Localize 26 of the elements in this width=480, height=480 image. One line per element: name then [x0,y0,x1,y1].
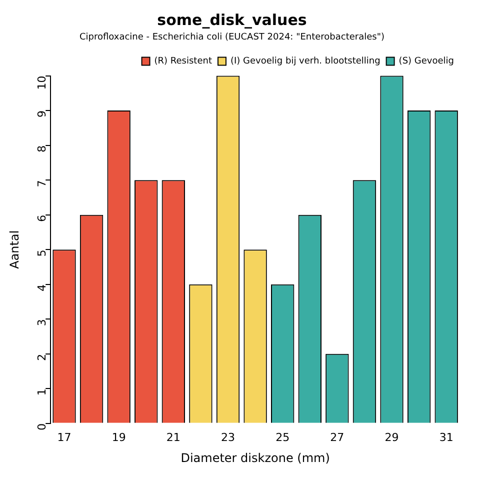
x-tick-label: 19 [112,430,126,444]
y-axis-title: Aantal [7,230,22,269]
y-tick-label: 7 [35,180,48,188]
legend-label: (S) Gevoelig [398,56,454,67]
x-tick-label: 27 [330,430,344,444]
chart-subtitle: Ciprofloxacine - Escherichia coli (EUCAST 2024: "Enterobacterales") [79,32,385,43]
y-tick-label: 1 [35,388,48,396]
y-tick-label: 2 [35,354,48,361]
legend-label: (R) Resistent [154,56,212,67]
x-tick-label: 21 [166,430,180,444]
y-tick-label: 9 [35,110,48,118]
y-tick-label: 5 [35,250,48,257]
y-tick-label: 3 [35,319,48,326]
x-tick-label: 31 [439,430,454,444]
y-tick-label: 0 [35,423,48,430]
y-tick-label: 10 [35,76,48,90]
y-tick-label: 6 [35,214,48,222]
x-tick-label: 29 [384,430,399,444]
x-tick-label: 23 [221,430,236,444]
legend-label: (I) Gevoelig bij verh. blootstelling [230,56,380,67]
x-tick-label: 25 [276,430,290,444]
x-tick-label: 17 [57,430,72,444]
chart-title: some_disk_values [157,10,307,29]
x-axis-title: Diameter diskzone (mm) [180,450,330,465]
y-tick-label: 8 [35,145,48,152]
y-tick-label: 4 [35,284,48,292]
